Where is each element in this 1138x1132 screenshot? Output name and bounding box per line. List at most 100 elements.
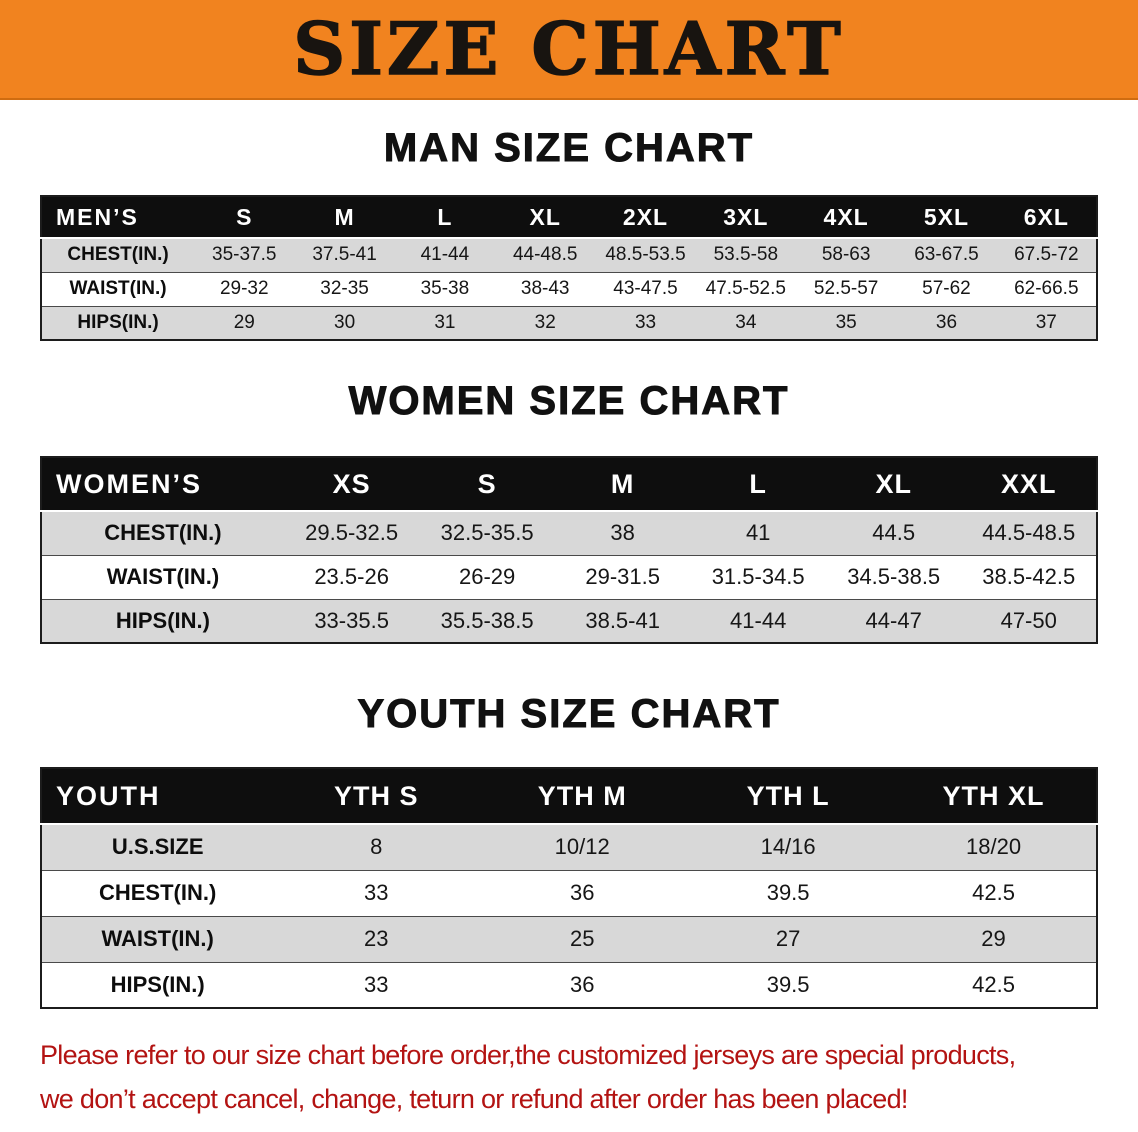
size-column-header: 3XL (723, 203, 769, 230)
size-value-cell: 38.5-42.5 (982, 564, 1076, 589)
size-value-cell: 14/16 (760, 834, 816, 860)
size-value-cell: 58-63 (821, 244, 871, 266)
men-table-header-row: MEN’S S M L XL 2XL 3XL 4XL 5XL 6XL (41, 196, 1097, 238)
size-value-cell: 27 (775, 926, 801, 951)
table-row: CHEST(IN.) 33 36 39.5 42.5 (41, 870, 1097, 916)
size-value-cell: 62-66.5 (1014, 278, 1079, 299)
size-value-cell: 29-32 (219, 278, 269, 299)
size-value-cell: 39.5 (766, 971, 810, 997)
size-value-cell: 31 (434, 311, 456, 333)
size-value-cell: 26-29 (459, 564, 516, 589)
size-value-cell: 47-50 (1000, 607, 1057, 633)
size-value-cell: 52.5-57 (813, 278, 879, 299)
size-value-cell: 18/20 (966, 834, 1022, 860)
size-value-cell: 34.5-38.5 (847, 564, 941, 589)
women-table-title: WOMEN’S (56, 468, 202, 499)
size-value-cell: 30 (334, 311, 356, 333)
size-value-cell: 33 (364, 971, 389, 997)
size-column-header: XS (332, 468, 371, 499)
size-value-cell: 35 (835, 311, 857, 333)
women-section: WOMEN SIZE CHART WOMEN’S XS S M L XL XXL… (0, 379, 1138, 644)
measurement-label: WAIST(IN.) (106, 564, 220, 589)
size-value-cell: 29-31.5 (585, 564, 660, 589)
measurement-label: CHEST(IN.) (67, 244, 169, 266)
measurement-label: CHEST(IN.) (98, 880, 217, 905)
size-column-header: M (334, 203, 355, 230)
measurement-label: CHEST(IN.) (104, 520, 222, 546)
size-column-header: S (477, 468, 497, 499)
size-value-cell: 32 (534, 311, 556, 333)
size-value-cell: 23 (364, 926, 389, 951)
size-value-cell: 41 (745, 520, 771, 546)
size-value-cell: 44-47 (865, 607, 922, 633)
size-value-cell: 36 (935, 311, 958, 333)
size-column-header: M (610, 468, 635, 499)
size-value-cell: 29 (233, 311, 255, 333)
table-row: HIPS(IN.) 33-35.5 35.5-38.5 38.5-41 41-4… (41, 599, 1097, 643)
table-row: HIPS(IN.) 33 36 39.5 42.5 (41, 962, 1097, 1008)
size-value-cell: 38 (610, 520, 635, 546)
youth-table-header-row: YOUTH YTH S YTH M YTH L YTH XL (41, 768, 1097, 824)
size-value-cell: 44-48.5 (512, 244, 578, 266)
table-row: WAIST(IN.) 23.5-26 26-29 29-31.5 31.5-34… (41, 555, 1097, 599)
table-row: CHEST(IN.) 29.5-32.5 32.5-35.5 38 41 44.… (41, 511, 1097, 555)
men-size-table: MEN’S S M L XL 2XL 3XL 4XL 5XL 6XL CHEST… (40, 195, 1098, 341)
size-value-cell: 53.5-58 (713, 244, 779, 266)
measurement-label: HIPS(IN.) (110, 971, 205, 997)
banner: SIZE CHART (0, 0, 1138, 100)
size-column-header: 2XL (622, 203, 669, 230)
size-value-cell: 42.5 (972, 971, 1015, 997)
measurement-label: U.S.SIZE (111, 834, 204, 860)
size-value-cell: 47.5-52.5 (705, 278, 786, 299)
size-value-cell: 44.5-48.5 (982, 520, 1076, 546)
size-value-cell: 37.5-41 (312, 244, 377, 266)
size-column-header: 4XL (823, 203, 869, 230)
size-column-header: 5XL (923, 203, 970, 230)
table-row: CHEST(IN.) 35-37.5 37.5-41 41-44 44-48.5… (41, 238, 1097, 272)
measurement-label: WAIST(IN.) (69, 278, 167, 299)
size-column-header: XL (529, 203, 561, 230)
youth-section-heading: YOUTH SIZE CHART (357, 692, 781, 737)
size-value-cell: 32.5-35.5 (440, 520, 534, 546)
size-value-cell: 36 (569, 880, 595, 905)
measurement-label: WAIST(IN.) (101, 926, 214, 951)
size-value-cell: 33-35.5 (314, 607, 389, 633)
size-value-cell: 39.5 (766, 880, 810, 905)
table-row: WAIST(IN.) 23 25 27 29 (41, 916, 1097, 962)
size-value-cell: 57-62 (922, 278, 971, 299)
youth-section: YOUTH SIZE CHART YOUTH YTH S YTH M YTH L… (0, 692, 1138, 1009)
size-value-cell: 43-47.5 (613, 278, 678, 299)
size-value-cell: 37 (1035, 311, 1057, 333)
size-value-cell: 8 (370, 834, 383, 860)
size-column-header: XL (875, 468, 912, 499)
disclaimer-line-2: we don’t accept cancel, change, teturn o… (40, 1084, 908, 1114)
table-row: HIPS(IN.) 29 30 31 32 33 34 35 36 37 (41, 306, 1097, 340)
women-table-header-row: WOMEN’S XS S M L XL XXL (41, 457, 1097, 511)
size-column-header: 6XL (1023, 203, 1069, 230)
table-row: U.S.SIZE 8 10/12 14/16 18/20 (41, 824, 1097, 870)
size-column-header: XXL (1000, 468, 1057, 499)
size-value-cell: 42.5 (972, 880, 1015, 905)
size-value-cell: 34 (735, 311, 757, 333)
page-title: SIZE CHART (292, 6, 845, 91)
youth-table-title: YOUTH (56, 780, 161, 811)
size-value-cell: 41-44 (730, 607, 787, 633)
size-column-header: YTH S (334, 780, 419, 811)
size-value-cell: 32-35 (320, 278, 369, 299)
size-column-header: YTH XL (942, 780, 1045, 811)
measurement-label: HIPS(IN.) (115, 607, 210, 633)
size-value-cell: 33 (634, 311, 657, 333)
size-value-cell: 41-44 (420, 244, 470, 266)
measurement-label: HIPS(IN.) (77, 311, 159, 333)
disclaimer: Please refer to our size chart before or… (40, 1033, 1138, 1121)
size-value-cell: 35-38 (420, 278, 470, 299)
disclaimer-line-1: Please refer to our size chart before or… (40, 1040, 1016, 1070)
size-value-cell: 36 (569, 971, 595, 997)
women-size-table: WOMEN’S XS S M L XL XXL CHEST(IN.) 29.5-… (40, 456, 1098, 644)
youth-size-table: YOUTH YTH S YTH M YTH L YTH XL U.S.SIZE … (40, 767, 1098, 1009)
size-value-cell: 10/12 (554, 834, 610, 860)
men-section-heading: MAN SIZE CHART (383, 126, 755, 171)
size-value-cell: 44.5 (872, 520, 916, 546)
size-value-cell: 25 (569, 926, 595, 951)
